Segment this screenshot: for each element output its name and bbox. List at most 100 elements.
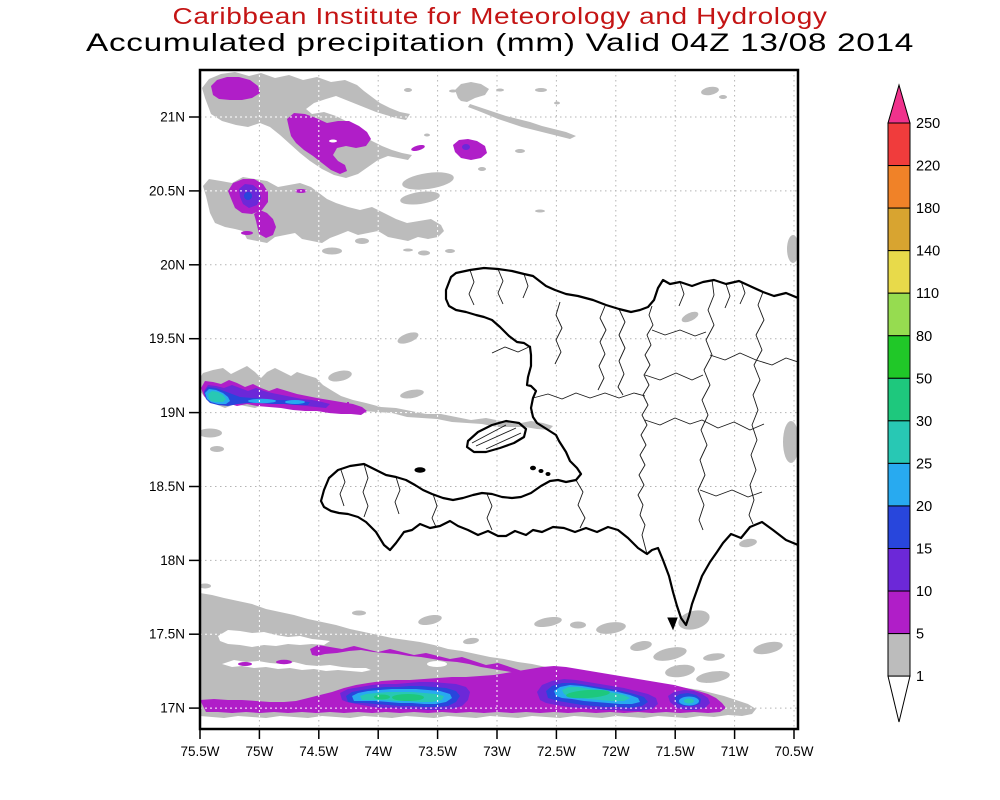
y-axis-label: 19N [160,405,185,420]
contour [783,421,798,463]
contour [753,641,783,655]
y-axis-label: 18.5N [149,479,185,494]
contour [397,332,419,344]
contour [468,104,576,139]
contour [411,144,425,152]
colorbar-segment [887,165,911,209]
contour [684,698,694,704]
contour [424,133,430,137]
y-axis-label: 17.5N [149,627,185,642]
contour [322,247,342,255]
colorbar-label: 10 [916,584,932,600]
x-axis-label: 74W [364,744,392,759]
y-axis-label: 18N [160,553,185,568]
islet [538,469,544,473]
x-axis-label: 71.5W [656,744,695,759]
contour [566,689,610,699]
admin-boundaries [339,268,798,531]
contour [463,637,479,645]
colorbar-segment [887,292,911,337]
contour-hole [329,139,337,143]
contour [515,149,525,153]
contour [455,82,489,102]
contour [238,662,252,666]
precipitation-shading [188,72,798,718]
contour [204,387,310,406]
contour [374,694,390,700]
beata-island [667,617,678,631]
x-axis-label: 72.5W [537,744,576,759]
contour-marker [344,402,352,410]
contour [328,370,352,382]
y-axis-label: 20N [160,257,185,272]
contour [310,645,561,678]
islet [545,472,551,476]
contour [496,88,504,92]
contour [285,400,305,404]
contour [719,95,727,99]
contour [681,311,699,323]
contour [400,389,424,399]
plot-frame [198,68,800,731]
colorbar-segment [887,250,911,294]
contour [248,398,276,404]
contour [554,101,560,105]
colorbar-label: 20 [916,499,932,515]
contour [210,446,224,452]
contour [653,647,687,661]
colorbar-segment [887,377,911,422]
y-axis: 21N 20.5N 20N 19.5N 19N 18.5N 18N 17.5N … [149,110,185,716]
x-axis-label: 73.5W [418,744,457,759]
y-axis-label: 21N [160,110,185,125]
x-axis-label: 75.5W [180,744,219,759]
contour [570,621,586,629]
contour [403,248,413,252]
x-axis-label: 72W [602,744,630,759]
colorbar-label: 5 [916,627,924,643]
colorbar: 250 220 180 140 110 80 50 30 25 20 15 10… [887,83,940,723]
contour [355,238,369,244]
colorbar-label: 80 [916,329,932,345]
contour [287,113,371,174]
colorbar-label: 110 [916,286,939,302]
contour [630,641,652,651]
contour [535,88,547,92]
axis-ticks [189,116,795,739]
gonave-hatch [471,424,522,450]
gonave-island [465,419,528,454]
colorbar-segment [887,122,911,167]
contour [200,583,211,589]
contour [400,191,440,205]
contour [392,694,424,701]
contour [453,139,487,160]
colorbar-segment [887,590,911,635]
contour-hole [222,660,371,672]
y-axis-label: 20.5N [149,183,185,198]
contour [696,671,730,683]
contour [701,86,719,96]
islet [414,467,426,473]
y-axis-label: 19.5N [149,331,185,346]
colorbar-label: 15 [916,542,932,558]
contour [418,614,442,626]
contour [208,391,226,402]
contour [449,89,457,93]
colorbar-label: 220 [916,159,940,175]
contour [188,443,200,450]
colorbar-label: 50 [916,371,932,387]
colorbar-label: 25 [916,456,932,472]
contour [462,144,470,150]
colorbar-label: 140 [916,244,940,260]
colorbar-segment [887,548,911,592]
title-line-2: Accumulated precipitation (mm) Valid 04Z… [86,29,914,57]
colorbar-segment [887,207,911,252]
x-axis-label: 73W [483,744,511,759]
contour [739,538,757,548]
x-axis-label: 71W [721,744,749,759]
colorbar-label: 180 [916,201,940,217]
contour [241,231,253,235]
contour [352,610,366,616]
contour [703,653,725,661]
